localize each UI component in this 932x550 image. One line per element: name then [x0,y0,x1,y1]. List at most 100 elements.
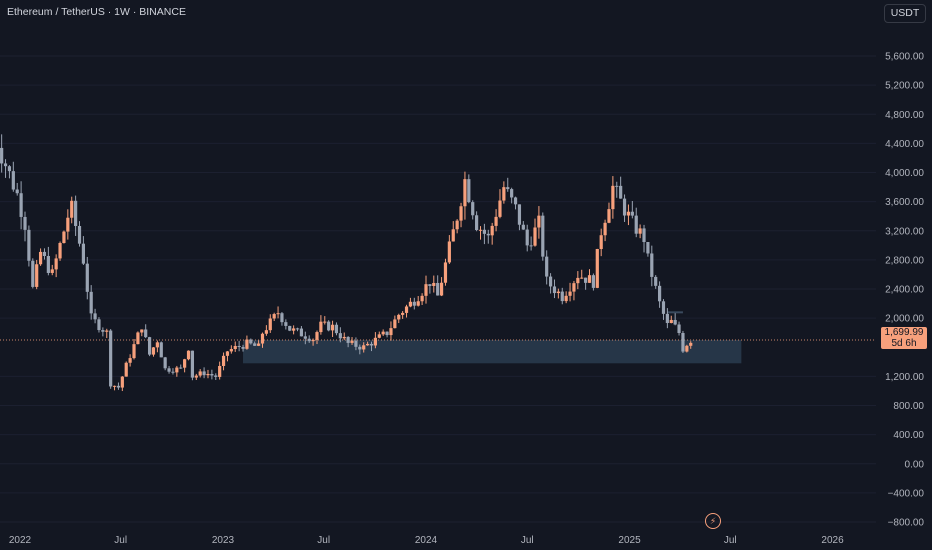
candle-body [11,171,15,190]
candle-body [311,339,315,342]
currency-selector[interactable]: USDT [884,4,926,23]
candle-body [23,216,27,230]
price-axis[interactable]: 5,600.00 5,200.00 4,800.00 4,400.00 4,000.00… [885,52,924,529]
y-tick-label: 3,200.00 [885,226,924,237]
candle-body [155,342,159,348]
candle-body [587,275,592,283]
candle-body [183,359,187,368]
candle-body [89,291,93,314]
candle-body [124,362,128,377]
candle-body [264,330,268,334]
candle-body [299,328,304,337]
candle-body [685,345,689,352]
candle-body [241,347,245,349]
candle-body [307,338,311,342]
candle-body [439,282,444,296]
chart-title: Ethereum / TetherUS · 1W · BINANCE [7,6,186,18]
y-tick-label: 2,400.00 [885,285,924,296]
candle-body [630,211,634,216]
candle-body [677,324,681,334]
support-zone [243,340,742,364]
candle-body [62,231,66,243]
candle-body [552,286,557,294]
candle-body [502,187,506,201]
candle-body [564,295,568,302]
candle-body [373,337,377,346]
candle-body [140,329,144,333]
candle-body [260,333,265,344]
candle-body [109,330,113,387]
candle-body [463,179,467,207]
candle-body [350,340,354,343]
candle-body [66,217,70,232]
candle-body [272,314,276,319]
x-tick-label: Jul [317,535,330,546]
candle-body [537,215,541,228]
candle-body [132,344,136,359]
y-tick-label: 2,800.00 [885,255,924,266]
candle-body [334,324,339,334]
candle-body [362,345,366,350]
candle-body [31,260,35,287]
candle-body [533,227,537,246]
candle-body [498,200,502,217]
candle-body [93,313,97,320]
candle-body [646,242,650,254]
candle-body [342,336,346,339]
candle-body [366,343,370,346]
last-price-tag: 1,699.99 5d 6h [881,327,927,349]
candle-body [85,263,89,292]
y-tick-label: 4,000.00 [885,168,924,179]
candle-body [381,331,385,335]
y-tick-label: 400.00 [893,430,924,441]
candle-body [233,345,237,350]
candle-body [486,233,490,236]
chart-grid [0,55,876,523]
candle-body [54,258,58,270]
candle-body [101,330,105,332]
candle-body [268,318,272,331]
candle-body [225,351,230,356]
candle-body [397,314,401,320]
candle-body [202,371,206,376]
y-tick-label: 4,400.00 [885,139,924,150]
candle-body [634,215,638,234]
candle-body [404,306,409,313]
candle-body [412,301,416,306]
candle-body [292,328,296,331]
candle-body [510,189,514,198]
candle-body [105,330,109,332]
candle-body [443,262,448,283]
candle-body [346,336,350,343]
candle-body [288,325,292,331]
candle-body [77,225,82,244]
candle-body [338,333,342,339]
candle-body [548,276,553,287]
x-tick-label: Jul [114,535,127,546]
time-axis[interactable]: 2022 Jul 2023 Jul 2024 Jul 2025 Jul 2026 [9,535,844,546]
candle-body [447,241,451,263]
candle-body [451,229,455,242]
candle-body [256,343,261,346]
candle-body [179,367,183,369]
candle-body [19,193,23,217]
candle-body [112,385,117,387]
candle-body [517,204,522,225]
candle-body [513,197,518,205]
lightning-icon[interactable]: ⚡ [705,513,721,529]
candle-body [408,301,413,307]
candle-body [206,373,210,376]
candle-body [97,319,101,331]
candle-body [584,277,588,283]
candle-body [377,334,381,338]
candle-body [650,253,654,277]
y-tick-label: 5,200.00 [885,81,924,92]
candle-body [214,375,218,377]
last-price-value: 1,699.99 [884,327,924,338]
candle-body [15,189,19,194]
candle-body [506,187,510,190]
candle-body [665,313,669,324]
candle-body [276,313,280,315]
candle-body [416,301,420,306]
